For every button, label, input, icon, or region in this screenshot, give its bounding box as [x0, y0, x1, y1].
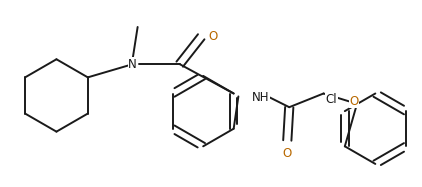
Text: O: O	[349, 95, 358, 108]
Text: O: O	[208, 30, 217, 43]
Text: O: O	[283, 147, 292, 160]
Text: Cl: Cl	[325, 93, 337, 106]
Text: N: N	[128, 58, 137, 71]
Text: NH: NH	[252, 91, 270, 104]
